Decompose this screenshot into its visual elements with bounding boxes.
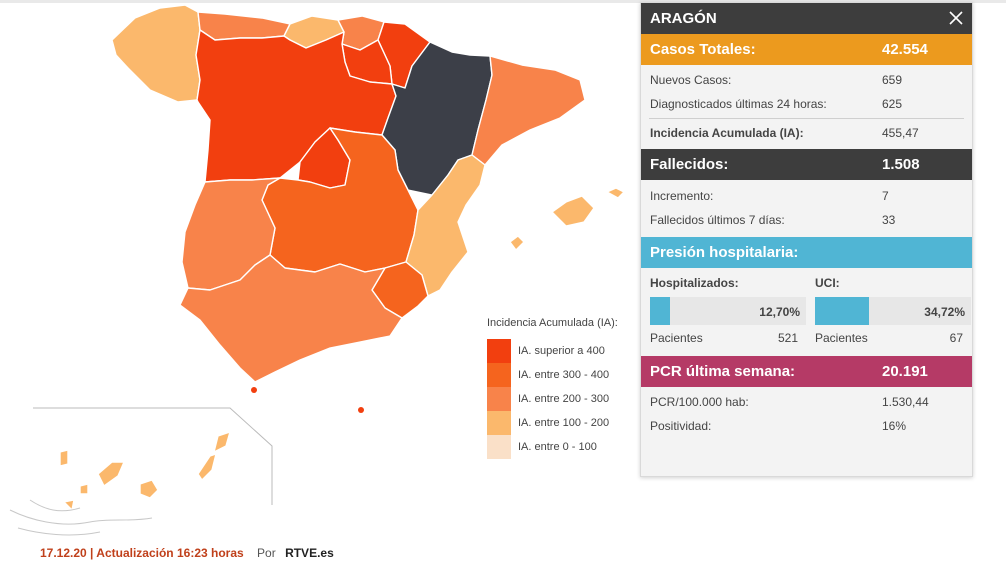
incidencia-row: Incidencia Acumulada (IA): 455,47 [641, 119, 972, 149]
uci-label: UCI: [815, 276, 840, 290]
fallecidos-label: Fallecidos: [650, 156, 729, 173]
region-baleares-menorca[interactable] [606, 187, 625, 199]
region-info-panel: ARAGÓN Casos Totales: 42.554 Nuevos Caso… [640, 2, 973, 477]
incremento-label: Incremento: [650, 189, 714, 203]
casos-totales-value: 42.554 [882, 41, 928, 58]
uci-pct: 34,72% [924, 305, 965, 319]
fallecidos-value: 1.508 [882, 156, 920, 173]
legend-label: IA. entre 200 - 300 [518, 393, 610, 405]
incidencia-value: 455,47 [882, 126, 919, 140]
region-canarias-fuerteventura[interactable] [197, 453, 217, 481]
presion-label: Presión hospitalaria: [650, 244, 799, 261]
incremento-row: Incremento: 7 [641, 184, 972, 208]
nuevos-casos-row: Nuevos Casos: 659 [641, 68, 972, 92]
source-link[interactable]: RTVE.es [285, 546, 334, 560]
region-andalucia[interactable] [179, 254, 403, 383]
update-timestamp: 17.12.20 | Actualización 16:23 horas [40, 546, 244, 560]
pcr-label: PCR última semana: [650, 363, 796, 380]
legend-swatch [487, 363, 511, 387]
legend-label: IA. entre 300 - 400 [518, 369, 610, 381]
legend-item: IA. entre 200 - 300 [487, 387, 637, 411]
pcr-100k-row: PCR/100.000 hab: 1.530,44 [641, 390, 972, 414]
diagnosticados-row: Diagnosticados últimas 24 horas: 625 [641, 92, 972, 116]
map-footer: 17.12.20 | Actualización 16:23 horas Por… [40, 546, 334, 560]
legend-items: IA. superior a 400 IA. entre 300 - 400 I… [487, 339, 637, 459]
hospital-section: Hospitalizados: 12,70% Pacientes 521 UCI… [641, 268, 972, 353]
hospitalizados-progress-fill [650, 297, 670, 325]
region-canarias-hierro[interactable] [63, 499, 75, 511]
watermark-decoration [9, 499, 153, 536]
diagnosticados-value: 625 [882, 97, 903, 111]
close-icon[interactable] [948, 10, 964, 26]
legend-item: IA. entre 300 - 400 [487, 363, 637, 387]
legend-swatch [487, 339, 511, 363]
legend-swatch [487, 387, 511, 411]
pcr-100k-value: 1.530,44 [882, 395, 929, 409]
region-ceuta[interactable] [251, 387, 257, 393]
legend-item: IA. superior a 400 [487, 339, 637, 363]
nuevos-casos-value: 659 [882, 73, 903, 87]
hospitalizados-label: Hospitalizados: [650, 276, 739, 290]
uci-pacientes-value: 67 [949, 331, 963, 345]
diagnosticados-label: Diagnosticados últimas 24 horas: [650, 97, 827, 111]
pcr-value: 20.191 [882, 363, 928, 380]
legend-title: Incidencia Acumulada (IA): [487, 317, 618, 329]
spain-map [9, 4, 625, 536]
legend-label: IA. entre 100 - 200 [518, 417, 610, 429]
region-valencia[interactable] [405, 154, 486, 297]
fallecidos-7-label: Fallecidos últimos 7 días: [650, 213, 785, 227]
region-galicia[interactable] [111, 4, 201, 103]
hospitalizados-pacientes-label: Pacientes [650, 331, 703, 345]
positividad-label: Positividad: [650, 419, 712, 433]
positividad-row: Positividad: 16% [641, 414, 972, 438]
region-melilla[interactable] [358, 407, 364, 413]
legend-swatch [487, 411, 511, 435]
hospitalizados-pacientes-value: 521 [777, 331, 798, 345]
pcr-bar: PCR última semana: 20.191 [641, 356, 972, 387]
region-cataluna[interactable] [471, 55, 586, 166]
region-baleares[interactable] [551, 195, 595, 227]
region-canarias-gran-canaria[interactable] [139, 479, 159, 499]
uci-pacientes-label: Pacientes [815, 331, 868, 345]
fallecidos-7-row: Fallecidos últimos 7 días: 33 [641, 208, 972, 232]
legend-swatch [487, 435, 511, 459]
region-canarias-gomera[interactable] [79, 483, 89, 495]
region-canarias-la-palma[interactable] [59, 449, 69, 467]
incidencia-label: Incidencia Acumulada (IA): [650, 126, 804, 140]
fallecidos-7-value: 33 [882, 213, 896, 227]
canarias-inset-border [33, 407, 273, 505]
casos-totales-label: Casos Totales: [650, 41, 756, 58]
divider [649, 118, 964, 119]
byline-prefix: Por [257, 546, 276, 560]
pcr-100k-label: PCR/100.000 hab: [650, 395, 749, 409]
nuevos-casos-label: Nuevos Casos: [650, 73, 732, 87]
region-canarias-lanzarote[interactable] [213, 431, 231, 453]
top-divider [0, 0, 1006, 3]
uci-progress-fill [815, 297, 870, 325]
panel-title: ARAGÓN [650, 10, 717, 27]
fallecidos-bar: Fallecidos: 1.508 [641, 149, 972, 180]
region-canarias-tenerife[interactable] [97, 461, 125, 487]
map-legend: Incidencia Acumulada (IA): IA. superior … [487, 317, 637, 459]
hospitalizados-progress: 12,70% [650, 297, 806, 325]
positividad-value: 16% [882, 419, 907, 433]
region-asturias[interactable] [197, 11, 291, 41]
uci-progress: 34,72% [815, 297, 971, 325]
legend-item: IA. entre 100 - 200 [487, 411, 637, 435]
incremento-value: 7 [882, 189, 889, 203]
legend-item: IA. entre 0 - 100 [487, 435, 637, 459]
presion-bar: Presión hospitalaria: [641, 237, 972, 268]
region-baleares-ibiza[interactable] [509, 235, 525, 251]
legend-label: IA. superior a 400 [518, 345, 605, 357]
casos-totales-bar: Casos Totales: 42.554 [641, 34, 972, 65]
panel-header: ARAGÓN [641, 3, 972, 34]
legend-label: IA. entre 0 - 100 [518, 441, 597, 453]
hospitalizados-pct: 12,70% [759, 305, 800, 319]
